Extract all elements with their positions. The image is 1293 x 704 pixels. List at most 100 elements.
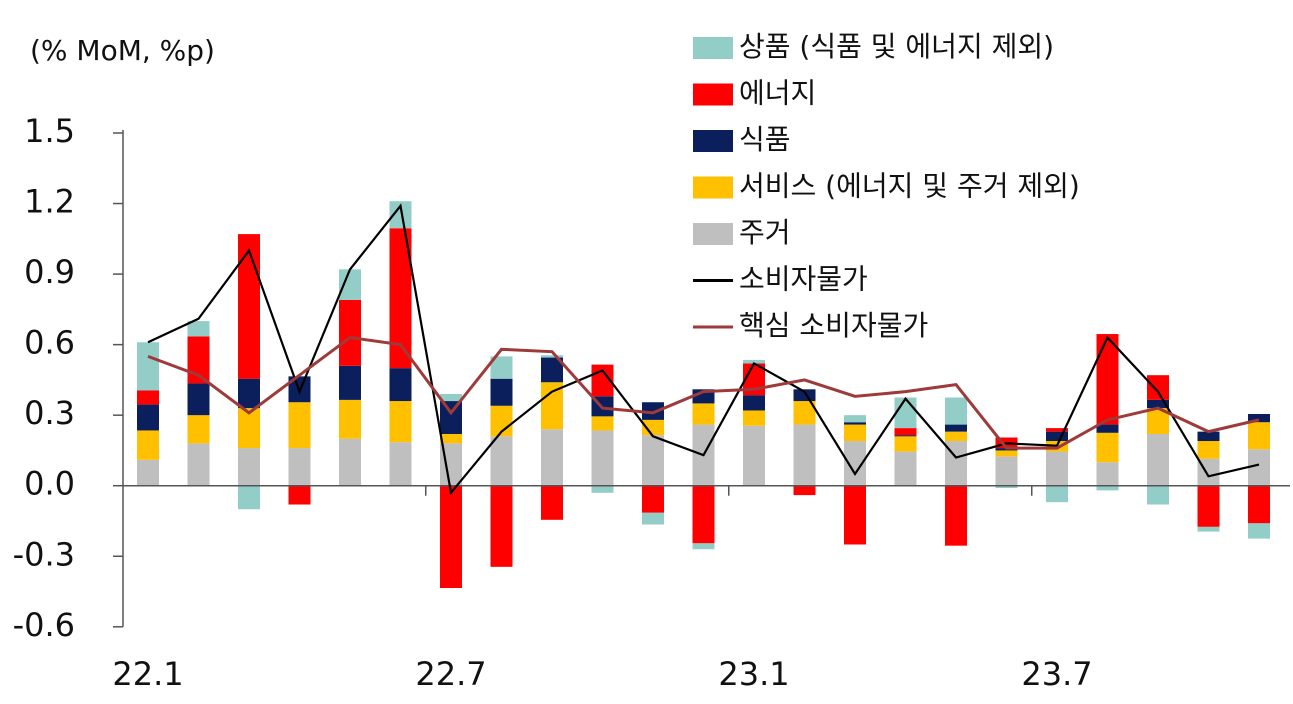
bar-segment (743, 425, 765, 486)
bar-segment (339, 269, 361, 300)
bar-segment (541, 357, 563, 383)
bar-segment (1147, 375, 1169, 400)
bar-segment (894, 397, 917, 429)
legend-label: 소비자물가 (739, 263, 868, 296)
line-series (147, 203, 1260, 496)
bar-segment (490, 405, 513, 437)
y-tick-label: 1.5 (24, 112, 75, 150)
x-tick-label: 22.7 (415, 655, 486, 693)
bar-segment (793, 401, 816, 425)
bar-segment (692, 403, 715, 425)
bar-segment (339, 399, 361, 439)
bar-segment (642, 419, 664, 436)
bar-segment (995, 450, 1018, 457)
bar-segment (339, 438, 361, 486)
y-tick-label: 0.6 (24, 324, 75, 362)
bar-segment (844, 441, 866, 486)
bar-segment (288, 485, 311, 505)
legend-swatch (693, 37, 733, 59)
bar-segment (1096, 432, 1119, 463)
bar-segment (440, 443, 462, 486)
bar-segment (238, 408, 260, 449)
y-tick-label: -0.6 (13, 606, 75, 644)
x-tick-label: 23.1 (718, 655, 789, 693)
bar-segment (793, 485, 816, 496)
bar-segment (137, 390, 159, 405)
bar-segment (490, 436, 513, 486)
bar-segment (945, 485, 967, 546)
bar-segment (591, 485, 614, 493)
bar-segment (1096, 462, 1119, 486)
bar-segment (1248, 523, 1270, 539)
bar-segment (440, 401, 462, 434)
bar-segment (995, 485, 1018, 489)
y-tick-label: 1.2 (24, 183, 75, 221)
bar-segment (238, 234, 260, 379)
legend-label: 핵심 소비자물가 (739, 309, 928, 342)
bar-segment (1046, 431, 1068, 442)
bar-segment (642, 512, 664, 525)
bar-segment (541, 429, 563, 486)
bar-segment (945, 397, 967, 425)
bar-segment (137, 342, 159, 391)
bar-segment (1096, 485, 1119, 491)
bar-segment (490, 378, 513, 406)
bar-segment (490, 356, 513, 379)
bar-segment (995, 456, 1018, 486)
bar-segment (591, 430, 614, 486)
bar-segment (1046, 428, 1068, 432)
bar-segment (844, 424, 866, 442)
bar-segment (541, 485, 563, 520)
bar-segment (389, 401, 412, 443)
bar-segment (1147, 399, 1169, 409)
bar-segment (389, 228, 412, 369)
y-axis-label: (% MoM, %p) (30, 34, 215, 67)
legend-swatch (693, 130, 733, 152)
bar-segment (1096, 424, 1119, 433)
line-series (147, 336, 1260, 450)
legend-label: 상품 (식품 및 에너지 제외) (739, 30, 1054, 63)
bar-segment (1197, 441, 1220, 459)
bar-segment (440, 394, 462, 402)
bar-segment (844, 422, 866, 425)
bar-segment (1248, 485, 1270, 524)
bar-segment (339, 299, 361, 366)
bar-segment (844, 485, 866, 545)
bar-segment (187, 443, 210, 486)
bar-segment (1147, 408, 1169, 434)
legend-swatch (693, 83, 733, 106)
bar-segment (894, 435, 917, 437)
bar-segment (238, 378, 260, 409)
bar-segment (844, 415, 866, 423)
bar-segment (187, 415, 210, 444)
bar-segment (137, 459, 159, 486)
bar-segment (743, 410, 765, 426)
legend-label: 에너지 (739, 77, 816, 110)
bar-segment (945, 431, 967, 442)
bar-segment (440, 485, 462, 589)
bar-segment (288, 402, 311, 449)
bar-segment (1046, 451, 1068, 486)
bar-segment (1147, 485, 1169, 505)
y-tick-label: 0.3 (24, 394, 75, 432)
y-tick-label: 0.0 (24, 465, 75, 503)
bar-segment (1096, 334, 1119, 425)
bar-segment (945, 424, 967, 432)
bar-segment (541, 355, 563, 358)
bar-segment (238, 448, 260, 486)
bar-segment (389, 201, 412, 229)
y-tick-label: -0.3 (13, 535, 75, 573)
bar-segment (642, 485, 664, 513)
bar-segment (1197, 431, 1220, 442)
bar-segment (440, 433, 462, 444)
bar-segment (1248, 422, 1270, 450)
bar-segment (187, 321, 210, 337)
x-tick-label: 23.7 (1021, 655, 1092, 693)
bar-segment (894, 436, 917, 452)
bar-segment (743, 395, 765, 411)
bar-segment (238, 485, 260, 510)
bar-segment (1197, 485, 1220, 527)
bar-segment (591, 416, 614, 431)
